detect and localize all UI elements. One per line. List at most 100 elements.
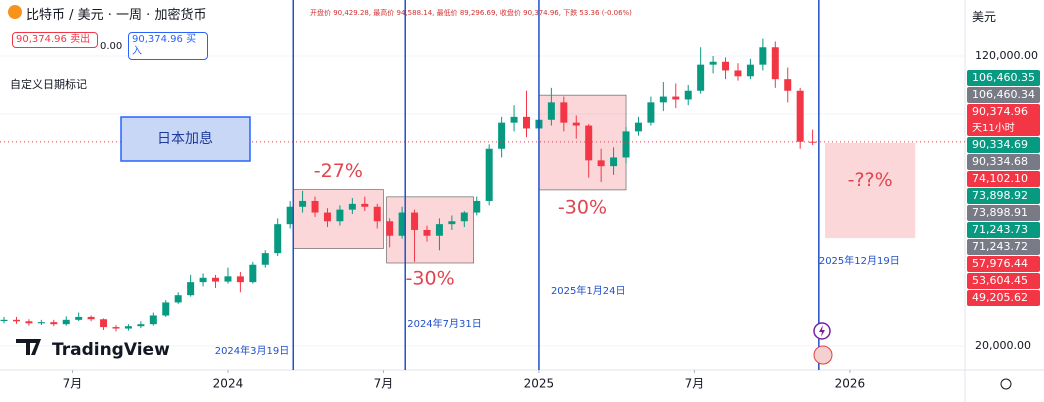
candle-body: [771, 47, 779, 80]
candle-body: [100, 319, 108, 328]
flag-icon[interactable]: [813, 345, 833, 365]
candle-body: [162, 302, 170, 316]
price-tag: [967, 273, 1040, 289]
price-tag: [967, 256, 1040, 272]
candle-body: [697, 64, 705, 91]
candle-body: [323, 212, 331, 222]
candle-body: [647, 102, 655, 123]
candle-body: [37, 322, 45, 324]
candle-body: [25, 321, 33, 324]
candle-body: [610, 157, 618, 167]
candle-body: [722, 61, 730, 71]
candle-body: [734, 70, 742, 77]
zone-label: -27%: [314, 160, 363, 182]
candle-body: [174, 295, 182, 303]
candle-body: [411, 212, 419, 230]
candle-body: [373, 206, 381, 222]
candle-body: [236, 276, 244, 283]
candle-body: [336, 209, 344, 222]
brand: TradingView: [52, 340, 170, 360]
candle-body: [187, 282, 195, 296]
candle-body: [149, 315, 157, 325]
spread: 0.00: [100, 41, 123, 52]
x-tick-label: 7月: [685, 377, 705, 391]
price-tag: [967, 290, 1040, 306]
price-tag-countdown: 天11小时: [972, 122, 1015, 134]
price-tag-text: 73,898.91: [972, 206, 1028, 219]
price-tag-text: 90,334.68: [972, 155, 1028, 168]
candle-body: [684, 90, 692, 100]
price-tag-text: 49,205.62: [972, 291, 1028, 304]
candle-body: [75, 316, 83, 320]
candle-body: [634, 122, 642, 132]
candle-body: [311, 200, 319, 213]
settings-icon[interactable]: [1000, 378, 1012, 390]
candle-body: [348, 203, 356, 210]
sell-button[interactable]: 90,374.96 卖出: [12, 32, 98, 48]
zone-label: -30%: [406, 268, 455, 290]
symbol[interactable]: 比特币 / 美元 · 一周 · 加密货币: [26, 8, 207, 23]
candle-body: [87, 316, 95, 320]
candle-body: [274, 224, 282, 254]
candle-body: [498, 122, 506, 149]
price-tag-text: 57,976.44: [972, 257, 1028, 270]
candle-body: [299, 200, 307, 207]
price-tag: [967, 188, 1040, 204]
price-tag: [967, 171, 1040, 187]
candle-body: [50, 322, 58, 325]
price-tag-text: 106,460.34: [972, 88, 1035, 101]
candle-body: [709, 61, 717, 65]
zone: [825, 142, 916, 239]
custom-marker[interactable]: 自定义日期标记: [10, 78, 87, 91]
candle-body: [361, 203, 369, 207]
coin-icon: [8, 5, 22, 19]
price-tag: [967, 87, 1040, 103]
candle-body: [746, 64, 754, 77]
candle-body: [212, 277, 220, 282]
price-tag-text: 90,334.69: [972, 138, 1028, 151]
candle-body: [199, 277, 207, 283]
candle-body: [547, 102, 555, 120]
candle-body: [659, 96, 667, 103]
price-tag: [967, 239, 1040, 255]
candle-body: [261, 253, 269, 265]
candle-body: [460, 212, 468, 222]
price-tag: [967, 222, 1040, 238]
candle-body: [585, 125, 593, 161]
candle-body: [124, 326, 132, 329]
zone-label: -30%: [558, 196, 607, 218]
candle-body: [249, 264, 257, 283]
candle-body: [0, 319, 8, 321]
date-label: 2025年1月24日: [551, 284, 626, 297]
candle-body: [137, 324, 145, 327]
x-tick-label: 7月: [374, 377, 394, 391]
candle-body: [523, 116, 531, 129]
candle-body: [572, 122, 580, 126]
date-label: 2024年3月19日: [215, 344, 290, 357]
price-tag: [967, 205, 1040, 221]
price-tag-text: 106,460.35: [972, 71, 1035, 84]
y-tick-label: 120,000.00: [975, 49, 1038, 62]
candle-body: [398, 212, 406, 236]
candle-body: [423, 229, 431, 236]
candle-body: [224, 276, 232, 282]
candle-body: [448, 221, 456, 225]
price-tag: [967, 154, 1040, 170]
zone-label: -??%: [848, 169, 893, 191]
buy-button[interactable]: 90,374.96 买入: [128, 32, 208, 60]
event-icon-bolt: [819, 325, 825, 337]
candle-body: [672, 96, 680, 100]
brand-logo: [16, 339, 41, 355]
price-tag: [967, 70, 1040, 86]
candle-body: [597, 160, 605, 167]
price-tag: [967, 104, 1040, 136]
x-tick-label: 2024: [213, 377, 244, 391]
candle-body: [796, 90, 804, 142]
candle-body: [485, 148, 493, 201]
currency[interactable]: 美元: [972, 10, 997, 24]
x-tick-label: 7月: [63, 377, 83, 391]
price-tag-text: 71,243.73: [972, 223, 1028, 236]
y-tick-label: 20,000.00: [975, 339, 1031, 352]
price-tag-text: 90,374.96: [972, 105, 1028, 118]
